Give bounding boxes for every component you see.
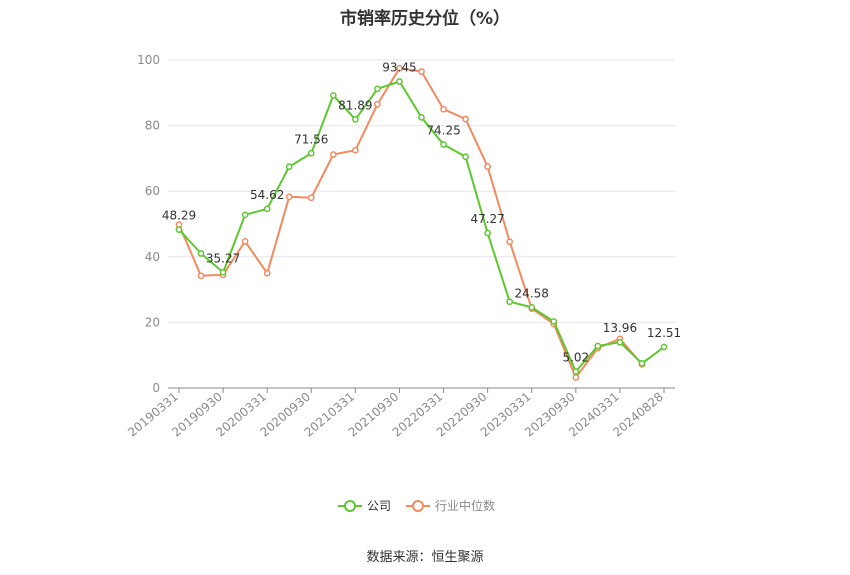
data-label: 74.25 (426, 123, 460, 137)
data-point-company (528, 304, 536, 311)
data-point-company (660, 343, 668, 351)
data-point-company (440, 141, 447, 148)
data-point-company (374, 85, 381, 93)
data-point-company (484, 229, 491, 237)
data-label: 47.27 (470, 212, 504, 226)
legend-label: 行业中位数 (435, 498, 495, 513)
data-point-company (285, 163, 293, 170)
data-source: 数据来源：恒生聚源 (366, 550, 484, 565)
data-point-company (550, 318, 558, 325)
data-point-company (616, 338, 624, 346)
y-tick-label: 0 (152, 381, 160, 395)
series-line-industry (178, 67, 643, 379)
data-point-company (594, 342, 602, 350)
legend-label: 公司 (367, 499, 391, 513)
data-point-industry (396, 64, 403, 72)
data-point-company (396, 78, 403, 85)
data-point-company (506, 298, 514, 306)
data-point-industry (329, 151, 337, 158)
y-tick-label: 80 (145, 119, 160, 133)
data-label: 81.89 (338, 98, 372, 112)
data-point-industry (307, 194, 315, 202)
y-tick-label: 100 (137, 53, 160, 67)
data-point-company (418, 114, 425, 121)
y-tick-label: 60 (145, 184, 160, 198)
legend-marker (412, 500, 424, 512)
data-point-industry (418, 68, 425, 75)
data-point-company (462, 153, 469, 161)
data-point-company (175, 226, 183, 233)
legend-marker (344, 500, 356, 512)
data-label: 24.58 (515, 286, 549, 300)
data-point-company (307, 149, 315, 157)
data-point-industry (352, 146, 359, 154)
data-label: 71.56 (294, 132, 328, 146)
data-point-company (219, 268, 227, 276)
data-point-industry (462, 115, 469, 123)
chart-title: 市销率历史分位（%） (339, 9, 511, 29)
y-tick-label: 40 (145, 250, 160, 264)
data-label: 13.96 (603, 321, 637, 335)
data-point-industry (374, 100, 381, 108)
y-tick-label: 20 (145, 315, 160, 329)
data-point-company (352, 116, 359, 123)
data-label: 12.51 (647, 326, 681, 340)
data-point-industry (285, 193, 293, 201)
series-line-company (178, 80, 665, 373)
data-point-company (241, 211, 249, 219)
data-label: 35.27 (206, 251, 240, 265)
data-point-industry (572, 374, 580, 381)
data-label: 5.02 (562, 351, 589, 365)
data-point-company (263, 205, 271, 213)
data-point-industry (506, 238, 514, 246)
data-point-company (329, 92, 337, 99)
data-point-company (197, 250, 205, 257)
data-label: 54.62 (250, 188, 284, 202)
data-label: 93.45 (382, 60, 416, 74)
data-point-industry (484, 163, 491, 170)
data-point-company (638, 360, 646, 367)
data-point-industry (440, 105, 447, 113)
data-point-industry (263, 269, 271, 277)
data-point-company (572, 368, 580, 375)
data-label: 48.29 (162, 209, 196, 223)
data-point-industry (241, 238, 249, 245)
data-point-industry (197, 272, 205, 280)
